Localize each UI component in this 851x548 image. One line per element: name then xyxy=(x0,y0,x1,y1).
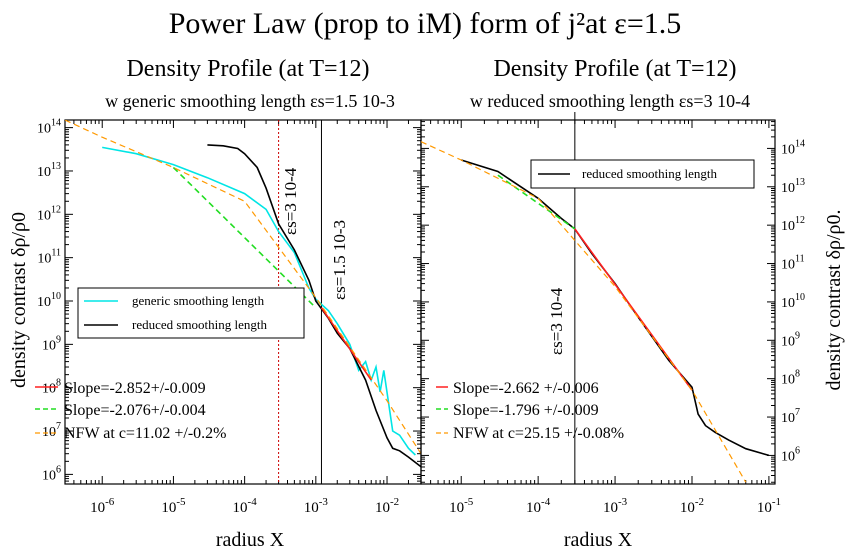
right-y-tick-label: 108 xyxy=(781,369,800,388)
annotation-eps-3e-4-right: εs=3 10-4 xyxy=(547,287,566,355)
right-y-tick-label: 109 xyxy=(781,330,800,349)
right-series-3 xyxy=(421,141,747,483)
left-x-tick-label: 10-4 xyxy=(233,496,258,516)
right-y-tick-label: 106 xyxy=(781,445,800,464)
right-panel-subtitle: w reduced smoothing length εs=3 10-4 xyxy=(470,91,750,111)
left-x-axis-label: radius X xyxy=(216,529,285,548)
right-x-axis-label: radius X xyxy=(564,529,633,548)
right-panel-title: Density Profile (at T=12) xyxy=(493,56,736,82)
left-chart: 10-6 10-5 10-4 10-3 10-2 106 107 108 109 1010 1011… xyxy=(37,118,422,516)
right-legend-nfw: NFW at c=25.15 +/-0.08% xyxy=(453,425,624,442)
left-y-tick-label: 108 xyxy=(42,378,61,397)
right-series-2 xyxy=(497,174,576,230)
right-series-1 xyxy=(574,228,693,391)
right-x-tick-label: 10-4 xyxy=(526,496,551,516)
left-y-tick-label: 109 xyxy=(42,334,61,353)
right-y-tick-label: 1013 xyxy=(781,177,805,196)
left-y-tick-label: 1012 xyxy=(37,204,61,223)
left-y-tick-label: 107 xyxy=(42,421,61,440)
left-y-tick-label: 1013 xyxy=(37,161,61,180)
legend-label-generic: generic smoothing length xyxy=(132,293,265,308)
right-y-tick-label: 107 xyxy=(781,407,800,426)
right-y-tick-label: 1012 xyxy=(781,215,805,234)
legend-nfw: NFW at c=11.02 +/-0.2% xyxy=(64,425,226,442)
right-legend-slope-1: Slope=-2.662 +/-0.006 xyxy=(453,380,599,397)
right-chart: 10-5 10-4 10-3 10-2 10-1 106 107 108 109 1010 1011… xyxy=(420,112,805,516)
right-legend-label-reduced: reduced smoothing length xyxy=(582,166,718,181)
left-series-0 xyxy=(102,146,416,456)
left-x-tick-label: 10-5 xyxy=(161,496,186,516)
left-x-tick-label: 10-3 xyxy=(304,496,329,516)
right-y-tick-label: 1011 xyxy=(781,254,805,273)
left-legend-box xyxy=(77,287,305,339)
left-y-axis-label: density contrast δρ/ρ0 xyxy=(8,212,30,388)
right-y-tick-label: 1010 xyxy=(781,292,805,311)
right-x-tick-label: 10-1 xyxy=(757,496,781,516)
right-x-tick-label: 10-2 xyxy=(680,496,704,516)
left-y-tick-label: 106 xyxy=(42,464,61,483)
legend-label-reduced: reduced smoothing length xyxy=(132,317,268,332)
annotation-eps-1.5e-3: εs=1.5 10-3 xyxy=(330,220,349,300)
left-y-tick-label: 1010 xyxy=(37,291,61,310)
right-legend-slope-2: Slope=-1.796 +/-0.009 xyxy=(453,402,599,419)
left-x-tick-label: 10-6 xyxy=(90,496,115,516)
left-x-tick-label: 10-2 xyxy=(375,496,399,516)
right-x-tick-label: 10-3 xyxy=(603,496,628,516)
left-panel-title: Density Profile (at T=12) xyxy=(126,56,369,82)
main-title: Power Law (prop to iM) form of j²at ε=1.… xyxy=(169,7,682,40)
right-x-tick-label: 10-5 xyxy=(449,496,474,516)
left-series-4 xyxy=(65,120,421,455)
left-panel-subtitle: w generic smoothing length εs=1.5 10-3 xyxy=(105,91,395,111)
left-series-3 xyxy=(172,166,317,309)
annotation-eps-3e-4-left: εs=3 10-4 xyxy=(281,167,300,235)
left-y-tick-label: 1011 xyxy=(37,248,61,267)
left-series-2 xyxy=(320,307,372,381)
left-y-tick-label: 1014 xyxy=(37,118,61,137)
legend-slope-2: Slope=-2.076+/-0.004 xyxy=(64,402,206,419)
right-y-tick-label: 1014 xyxy=(781,138,805,157)
legend-slope-1: Slope=-2.852+/-0.009 xyxy=(64,380,206,397)
right-y-axis-label: density contrast δρ/ρ0. xyxy=(823,209,845,390)
